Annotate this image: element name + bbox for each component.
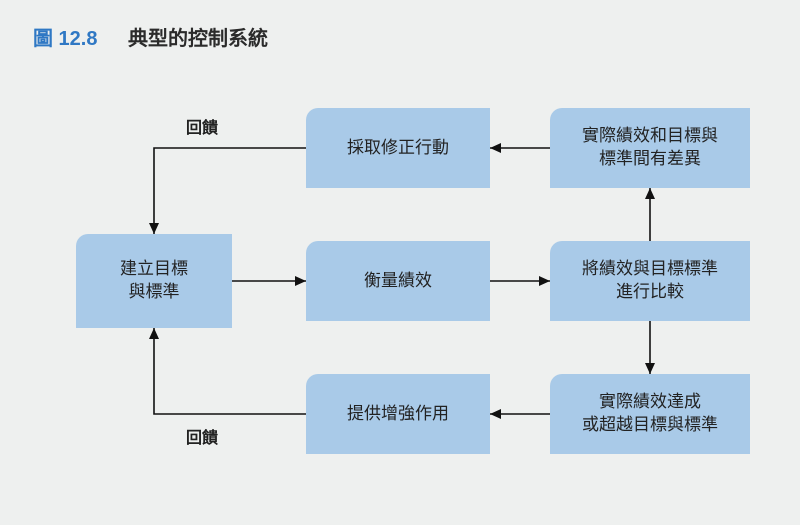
node-take-corrective-action: 採取修正行動 (306, 108, 490, 188)
edge-label-feedback-bottom: 回饋 (186, 424, 218, 448)
node-provide-reinforcement: 提供增強作用 (306, 374, 490, 454)
figure-number: 圖 12.8 (33, 22, 97, 51)
node-performance-gap: 實際績效和目標與 標準間有差異 (550, 108, 750, 188)
figure-title: 典型的控制系統 (128, 22, 268, 51)
node-compare-performance: 將績效與目標標準 進行比較 (550, 241, 750, 321)
edge-label-feedback-top: 回饋 (186, 114, 218, 138)
node-measure-performance: 衡量績效 (306, 241, 490, 321)
node-performance-met: 實際績效達成 或超越目標與標準 (550, 374, 750, 454)
node-establish-goals: 建立目標 與標準 (76, 234, 232, 328)
page-root: 圖 12.8 典型的控制系統 建立目標 與標準 採取修正行動 衡量績效 提供增強… (0, 0, 800, 525)
